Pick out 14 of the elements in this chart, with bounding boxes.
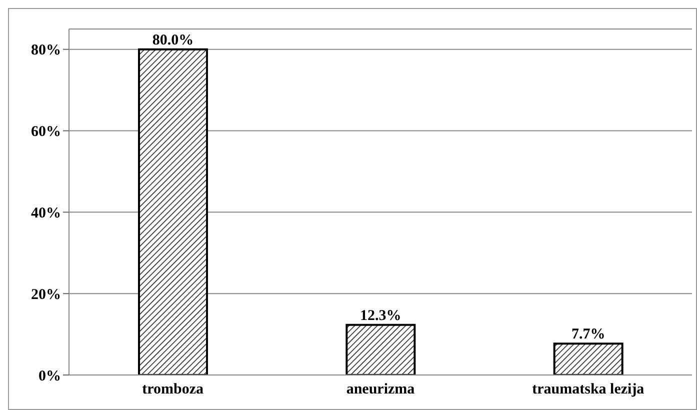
bar [138, 48, 208, 375]
y-tick-label: 0% [38, 368, 61, 384]
data-label: 80.0% [152, 32, 194, 48]
data-label: 12.3% [360, 308, 402, 324]
x-tick-label: tromboza [142, 382, 204, 398]
y-tick-label: 80% [31, 42, 61, 59]
x-tick-label: traumatska lezija [532, 382, 645, 398]
y-tick-label: 60% [31, 124, 61, 140]
bar [553, 342, 624, 375]
y-tick-label: 20% [31, 286, 61, 303]
x-tick-label: aneurizma [346, 382, 416, 398]
bar [346, 324, 416, 375]
data-label: 7.7% [571, 326, 606, 343]
y-tick-label: 40% [31, 206, 61, 222]
